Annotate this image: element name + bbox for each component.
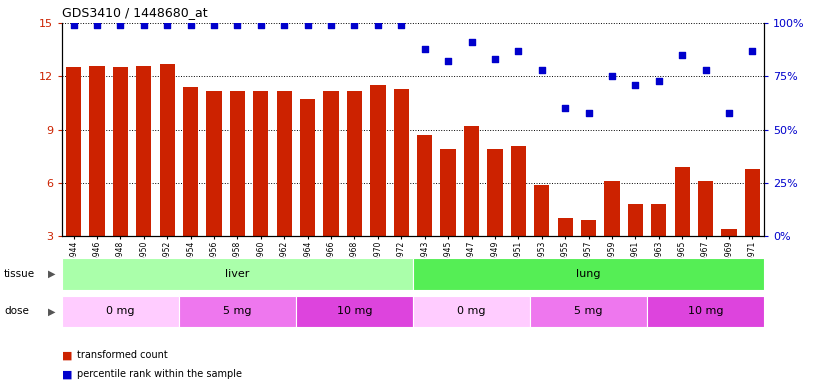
Bar — [89, 66, 105, 236]
Text: ▶: ▶ — [48, 269, 55, 279]
Bar — [62, 258, 413, 290]
Bar — [324, 91, 339, 236]
Bar — [651, 204, 667, 236]
Bar — [675, 167, 690, 236]
Text: liver: liver — [225, 269, 249, 279]
Text: lung: lung — [577, 269, 601, 279]
Text: ■: ■ — [62, 350, 73, 360]
Point — [67, 22, 80, 28]
Bar — [62, 296, 179, 327]
Point — [301, 22, 314, 28]
Bar — [413, 296, 530, 327]
Point — [465, 39, 478, 45]
Point — [348, 22, 361, 28]
Point — [488, 56, 501, 62]
Point — [230, 22, 244, 28]
Point — [746, 48, 759, 54]
Point — [652, 78, 665, 84]
Bar — [530, 296, 647, 327]
Bar — [605, 181, 620, 236]
Point — [511, 48, 525, 54]
Bar — [440, 149, 456, 236]
Text: ▶: ▶ — [48, 306, 55, 316]
Text: 5 mg: 5 mg — [574, 306, 603, 316]
Bar — [487, 149, 502, 236]
Point — [535, 67, 548, 73]
Bar — [417, 135, 432, 236]
Text: 5 mg: 5 mg — [223, 306, 252, 316]
Bar — [628, 204, 643, 236]
Bar — [296, 296, 413, 327]
Bar — [370, 85, 386, 236]
Point — [395, 22, 408, 28]
Point — [254, 22, 268, 28]
Bar — [745, 169, 760, 236]
Point — [137, 22, 150, 28]
Bar — [159, 64, 175, 236]
Text: 10 mg: 10 mg — [688, 306, 724, 316]
Point — [184, 22, 197, 28]
Point — [722, 109, 735, 116]
Bar — [394, 89, 409, 236]
Text: percentile rank within the sample: percentile rank within the sample — [77, 369, 242, 379]
Bar — [558, 218, 572, 236]
Bar — [413, 258, 764, 290]
Point — [160, 22, 173, 28]
Point — [629, 82, 642, 88]
Bar — [254, 91, 268, 236]
Point — [325, 22, 338, 28]
Point — [676, 52, 689, 58]
Bar — [534, 185, 549, 236]
Text: 10 mg: 10 mg — [337, 306, 373, 316]
Bar — [183, 87, 198, 236]
Bar — [647, 296, 764, 327]
Bar — [510, 146, 526, 236]
Text: tissue: tissue — [4, 269, 36, 279]
Point — [90, 22, 104, 28]
Text: GDS3410 / 1448680_at: GDS3410 / 1448680_at — [62, 6, 207, 19]
Point — [372, 22, 385, 28]
Bar — [113, 68, 128, 236]
Bar — [277, 91, 292, 236]
Bar — [179, 296, 296, 327]
Point — [418, 46, 431, 52]
Bar — [300, 99, 316, 236]
Bar — [721, 229, 737, 236]
Bar — [206, 91, 221, 236]
Bar — [698, 181, 713, 236]
Bar — [581, 220, 596, 236]
Bar — [66, 68, 81, 236]
Point — [207, 22, 221, 28]
Text: 0 mg: 0 mg — [458, 306, 486, 316]
Bar — [136, 66, 151, 236]
Point — [582, 109, 595, 116]
Bar — [347, 91, 362, 236]
Bar — [230, 91, 245, 236]
Text: transformed count: transformed count — [77, 350, 168, 360]
Point — [699, 67, 712, 73]
Point — [441, 58, 454, 65]
Text: ■: ■ — [62, 369, 73, 379]
Point — [114, 22, 127, 28]
Text: dose: dose — [4, 306, 29, 316]
Bar — [464, 126, 479, 236]
Point — [558, 105, 572, 111]
Text: 0 mg: 0 mg — [107, 306, 135, 316]
Point — [605, 73, 619, 79]
Point — [278, 22, 291, 28]
